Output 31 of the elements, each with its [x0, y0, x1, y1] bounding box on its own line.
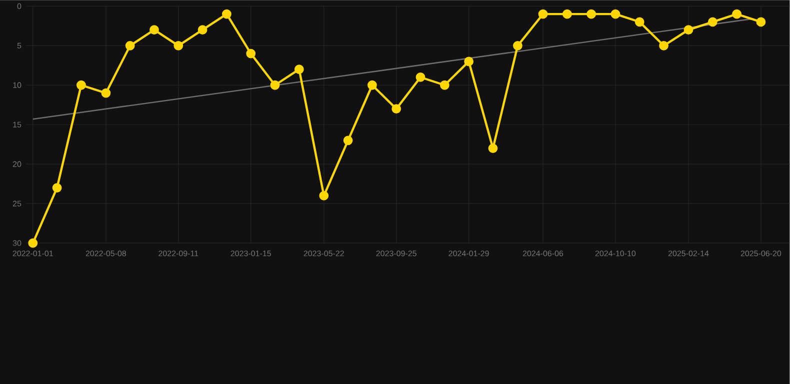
point — [101, 88, 111, 98]
point — [488, 144, 498, 154]
point — [198, 25, 208, 35]
point — [150, 25, 159, 35]
point — [634, 17, 644, 27]
point — [756, 17, 766, 27]
point — [246, 48, 256, 58]
point — [464, 56, 474, 66]
point — [708, 17, 718, 27]
point — [562, 9, 572, 19]
point — [174, 40, 184, 50]
point — [392, 104, 402, 114]
point — [659, 40, 668, 50]
point — [684, 25, 694, 35]
point — [512, 40, 522, 50]
point — [52, 183, 62, 192]
point — [440, 80, 450, 90]
point — [610, 9, 620, 19]
point — [416, 72, 426, 82]
point — [28, 238, 38, 248]
point — [294, 64, 304, 74]
point — [343, 136, 353, 146]
point — [270, 80, 280, 90]
point — [76, 80, 86, 90]
point — [319, 190, 329, 200]
point — [367, 80, 377, 90]
point — [586, 9, 596, 19]
point — [732, 9, 742, 19]
point — [538, 9, 548, 19]
point — [125, 40, 135, 50]
point — [222, 9, 232, 19]
